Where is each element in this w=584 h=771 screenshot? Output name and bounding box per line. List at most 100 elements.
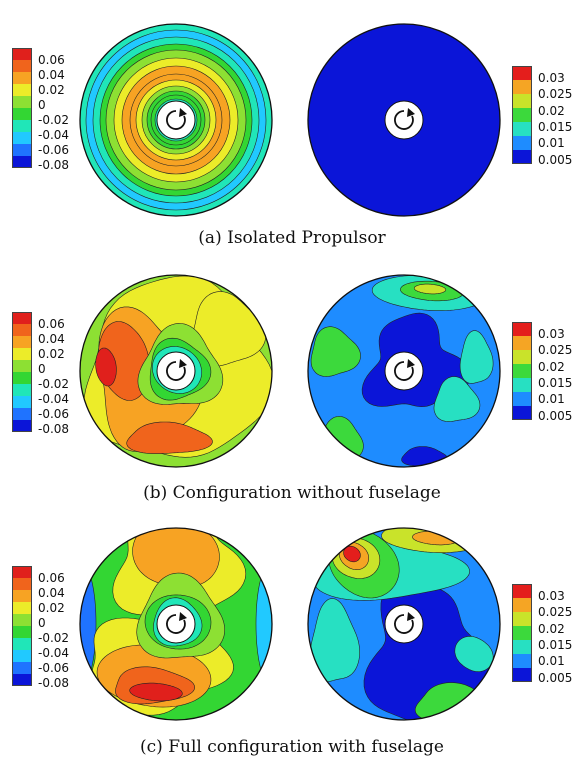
colorbar-frame — [12, 566, 32, 686]
colorbar-swatch — [12, 144, 32, 156]
disk-outline — [79, 527, 273, 721]
colorbar-tick-label: 0.02 — [538, 621, 565, 636]
colorbar-swatch — [12, 60, 32, 72]
colorbar-tick-label: -0.06 — [38, 143, 70, 157]
contour-disk-right-a — [307, 23, 501, 217]
rotation-arrow-head — [407, 359, 415, 368]
rotation-arrow-icon — [394, 612, 415, 634]
disk-outline — [307, 274, 501, 468]
colorbar-tick-label: -0.04 — [38, 646, 70, 660]
colorbar-tick-label: -0.02 — [38, 377, 70, 391]
colorbar-tick-label: 0.06 — [38, 571, 65, 585]
colorbar-swatch — [12, 384, 32, 396]
colorbar-swatch — [12, 108, 32, 120]
contour-disk-left-a — [79, 23, 273, 217]
contour-band — [343, 545, 361, 563]
colorbar-swatch — [12, 566, 32, 578]
colorbar-tick-label: 0.02 — [38, 601, 65, 615]
panel-c: 0.06 0.04 0.02 0 -0.02 -0.04 -0.06 -0.08 0.03 0.… — [0, 514, 584, 771]
colorbar-swatch — [12, 312, 32, 324]
colorbar-swatch — [12, 578, 32, 590]
hub-circle — [156, 100, 196, 140]
disk-outline — [307, 527, 501, 721]
colorbar-swatch — [12, 372, 32, 384]
colorbar-tick-label: 0.005 — [538, 670, 573, 685]
colorbar-frame — [512, 584, 532, 682]
colorbar-swatch — [12, 132, 32, 144]
hub-circle — [156, 351, 196, 391]
rotation-arrow-head — [179, 612, 187, 621]
colorbar-swatch — [512, 108, 532, 122]
rotation-arrow-arc — [394, 614, 414, 634]
colorbar-left-c: 0.06 0.04 0.02 0 -0.02 -0.04 -0.06 -0.08 — [12, 566, 92, 689]
colorbar-tick-label: 0.04 — [38, 586, 65, 600]
colorbar-left-b: 0.06 0.04 0.02 0 -0.02 -0.04 -0.06 -0.08 — [12, 312, 92, 435]
colorbar-swatch — [512, 336, 532, 350]
colorbar-swatch — [512, 612, 532, 626]
caption-c: (c) Full configuration with fuselage — [140, 737, 444, 757]
colorbar-tick-label: 0.02 — [538, 103, 565, 118]
contour-band — [413, 283, 447, 295]
colorbar-swatch — [512, 584, 532, 598]
colorbar-right-b: 0.03 0.025 0.02 0.015 0.01 0.005 — [512, 322, 584, 422]
colorbar-swatch — [12, 120, 32, 132]
rotation-arrow-arc — [394, 361, 414, 381]
disk-outline — [307, 23, 501, 217]
disk-outline — [79, 23, 273, 217]
colorbar-frame — [512, 66, 532, 164]
colorbar-tick-label: 0.02 — [538, 359, 565, 374]
colorbar-swatch — [12, 614, 32, 626]
colorbar-tick-label: 0.025 — [538, 87, 573, 102]
colorbar-swatch — [512, 322, 532, 336]
colorbar-swatch — [12, 72, 32, 84]
colorbar-swatch — [512, 94, 532, 108]
disk-content — [308, 275, 500, 467]
contour-band — [129, 682, 183, 702]
colorbar-tick-label: 0.02 — [38, 83, 65, 97]
colorbar-swatch — [12, 348, 32, 360]
colorbar-tick-label: 0.01 — [538, 654, 565, 669]
colorbar-tick-label: 0 — [38, 98, 46, 112]
colorbar-tick-label: 0.025 — [538, 605, 573, 620]
colorbar-tick-label: 0.04 — [38, 68, 65, 82]
contour-disk-right-b — [307, 274, 501, 468]
colorbar-swatch — [512, 626, 532, 640]
colorbar-tick-label: -0.06 — [38, 407, 70, 421]
colorbar-tick-label: 0.015 — [538, 120, 573, 134]
rotation-arrow-head — [407, 108, 415, 117]
contour-band — [95, 347, 117, 387]
colorbar-swatch — [12, 662, 32, 674]
contour-band — [459, 330, 494, 384]
colorbar-tick-label: -0.02 — [38, 631, 70, 645]
colorbar-swatch — [12, 48, 32, 60]
colorbar-tick-label: -0.08 — [38, 158, 70, 172]
colorbar-swatch — [512, 350, 532, 364]
colorbar-swatch — [12, 96, 32, 108]
hub-circle — [384, 604, 424, 644]
colorbar-tick-label: 0.06 — [38, 317, 65, 331]
colorbar-swatch — [512, 392, 532, 406]
colorbar-right-a: 0.03 0.025 0.02 0.015 0.01 0.005 — [512, 66, 584, 166]
hub-circle — [384, 100, 424, 140]
colorbar-frame — [512, 322, 532, 420]
contour-band — [309, 598, 361, 682]
colorbar-swatch — [512, 378, 532, 392]
rotation-arrow-head — [179, 108, 187, 117]
colorbar-tick-label: 0.03 — [538, 71, 565, 85]
colorbar-swatch — [512, 654, 532, 668]
caption-a: (a) Isolated Propulsor — [198, 228, 386, 248]
rotation-arrow-icon — [166, 612, 187, 634]
colorbar-swatch — [512, 598, 532, 612]
colorbar-swatch — [12, 156, 32, 168]
colorbar-swatch — [512, 66, 532, 80]
colorbar-swatch — [12, 626, 32, 638]
contour-band — [310, 326, 361, 377]
rotation-arrow-icon — [394, 108, 415, 130]
rotation-arrow-icon — [166, 108, 187, 130]
contour-band — [126, 421, 213, 454]
colorbar-swatch — [12, 84, 32, 96]
colorbar-tick-label: 0.005 — [538, 408, 573, 423]
rotation-arrow-arc — [166, 361, 186, 381]
colorbar-swatch — [512, 640, 532, 654]
colorbar-tick-label: 0.01 — [538, 136, 565, 151]
